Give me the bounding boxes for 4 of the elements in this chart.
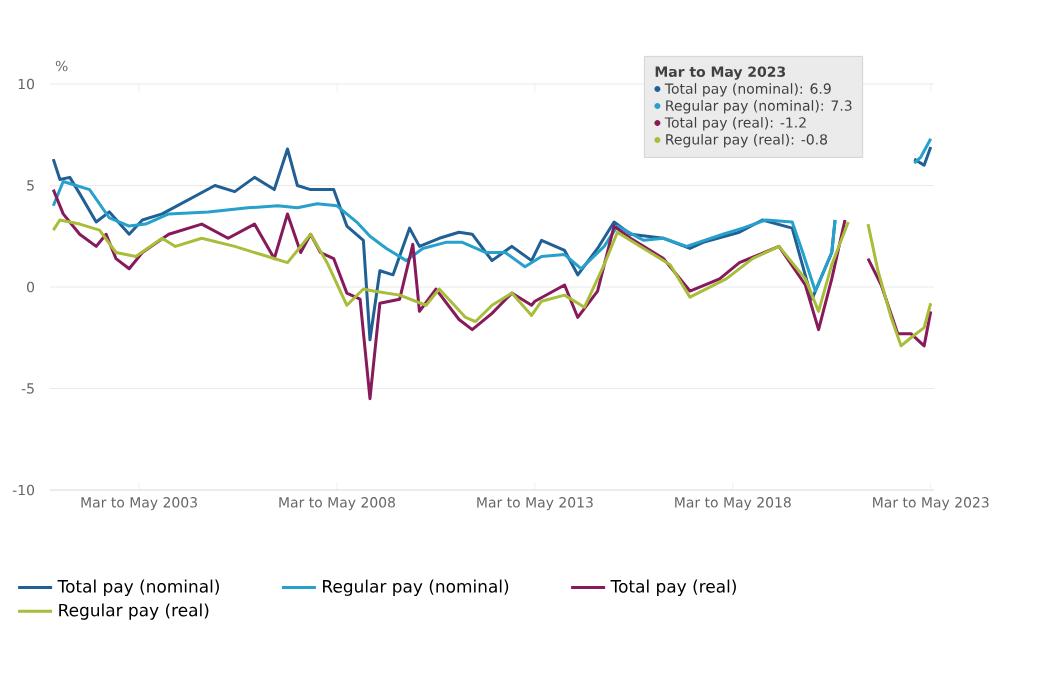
legend-label: Total pay (nominal): [57, 579, 219, 596]
legend-label: Regular pay (real): [59, 603, 209, 620]
legend-label: Total pay (real): [610, 579, 736, 596]
legend-label: Regular pay (nominal): [323, 579, 509, 596]
